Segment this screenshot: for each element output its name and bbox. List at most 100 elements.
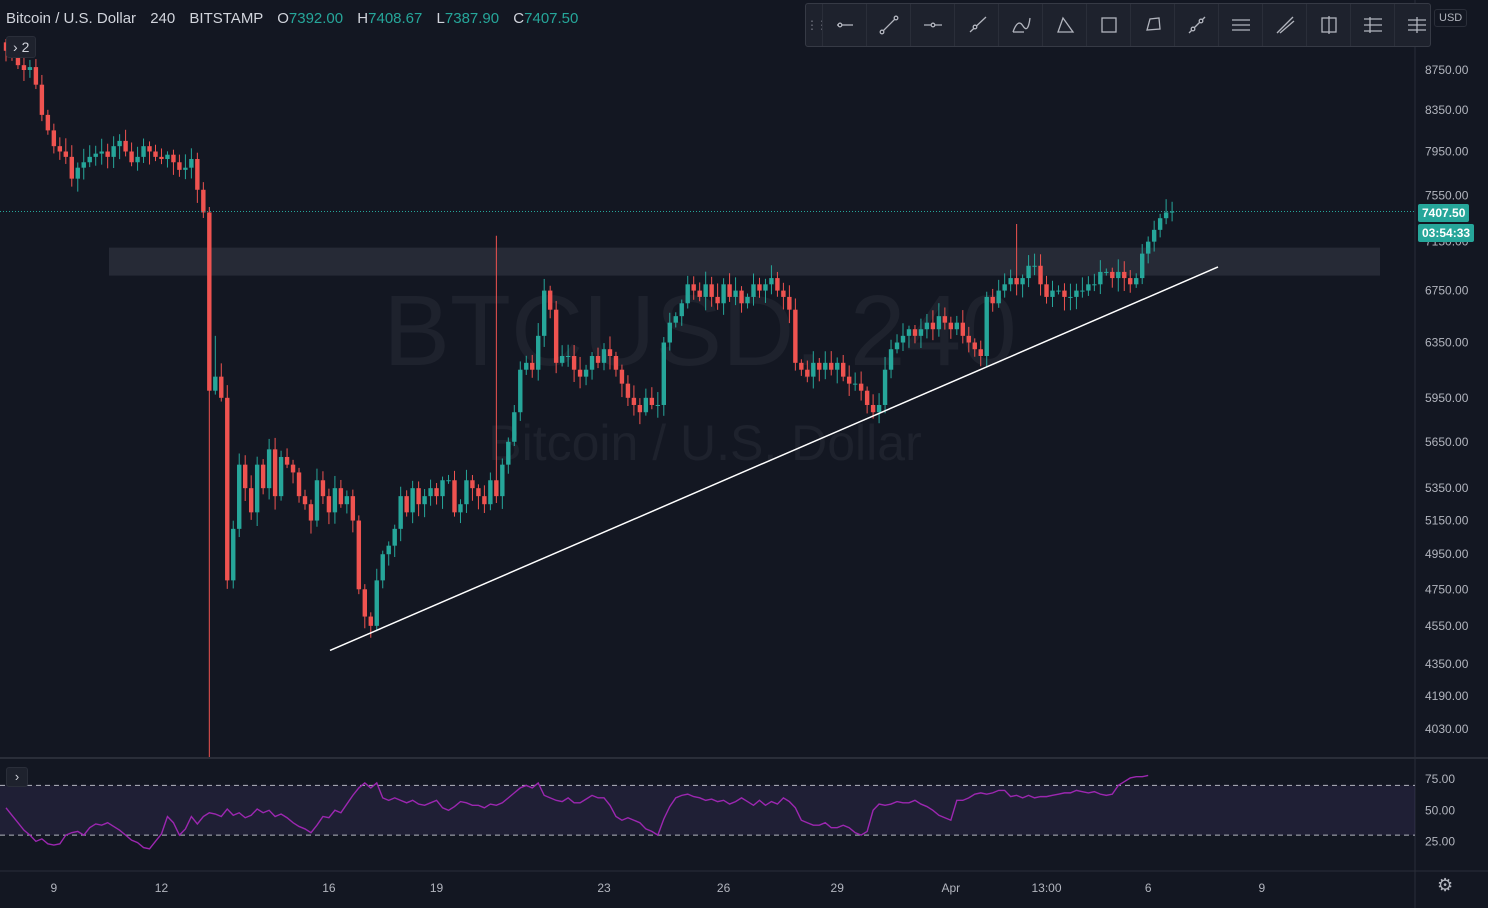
- price-axis-tick-label: 5350.00: [1425, 481, 1469, 495]
- rectangle-icon[interactable]: [1086, 4, 1130, 46]
- candle-body: [51, 130, 57, 147]
- candle-body: [1026, 265, 1031, 279]
- price-axis-tick-label: 4350.00: [1425, 657, 1469, 671]
- curve-icon[interactable]: [998, 4, 1042, 46]
- candle-body: [147, 146, 152, 152]
- candle-body: [314, 480, 320, 521]
- ohlc-high: H7408.67: [357, 10, 423, 27]
- rsi-expand-button[interactable]: ›: [6, 767, 28, 787]
- candle-body: [547, 290, 553, 310]
- rsi-axis-tick-label: 75.00: [1425, 772, 1455, 786]
- candle-body: [745, 296, 750, 304]
- candle-body: [817, 362, 822, 370]
- candle-body: [338, 488, 344, 505]
- candle-body: [123, 140, 128, 152]
- candle-body: [69, 156, 74, 179]
- candle-body: [45, 114, 51, 131]
- candle-body: [1169, 211, 1175, 213]
- candle-body: [422, 496, 427, 505]
- candle-body: [512, 412, 517, 442]
- candle-body: [1104, 271, 1109, 273]
- price-axis-tick-label: 7950.00: [1425, 145, 1469, 159]
- candle-body: [667, 322, 672, 343]
- candle-body: [1092, 284, 1097, 286]
- trend-angle-icon[interactable]: [1262, 4, 1306, 46]
- candle-body: [900, 335, 906, 343]
- candle-body: [829, 362, 834, 370]
- candle-body: [565, 356, 571, 358]
- candle-body: [1044, 284, 1049, 297]
- candle-body: [697, 290, 702, 297]
- candle-body: [948, 322, 954, 330]
- symbol-title[interactable]: Bitcoin / U.S. Dollar: [6, 10, 137, 27]
- parallel-channel-icon[interactable]: [1218, 4, 1262, 46]
- ohlc-low: L7387.90: [436, 10, 500, 27]
- horizontal-line-icon[interactable]: [910, 4, 954, 46]
- candle-body: [577, 369, 583, 377]
- candle-body: [39, 84, 45, 115]
- candle-body: [870, 404, 876, 413]
- candle-body: [446, 480, 451, 482]
- candle-body: [906, 329, 912, 336]
- candle-body: [165, 154, 170, 160]
- candle-body: [272, 449, 278, 497]
- indicators-collapse-button[interactable]: › 2: [6, 36, 37, 58]
- price-axis-tick-label: 5650.00: [1425, 435, 1469, 449]
- candle-body: [189, 159, 194, 168]
- candle-body: [1122, 271, 1127, 279]
- candle-body: [631, 397, 637, 405]
- gann-box-icon[interactable]: [1394, 4, 1438, 46]
- candle-body: [739, 290, 744, 304]
- triangle-pattern-icon[interactable]: [1042, 4, 1086, 46]
- polygon-icon[interactable]: [1130, 4, 1174, 46]
- settings-gear-icon[interactable]: ⚙: [1437, 875, 1454, 895]
- trend-line-icon[interactable]: [866, 4, 910, 46]
- time-axis-tick-label: 12: [155, 881, 169, 895]
- candle-body: [207, 212, 212, 391]
- ray-icon[interactable]: [954, 4, 998, 46]
- price-axis-tick-label: 8750.00: [1425, 63, 1469, 77]
- candle-body: [542, 290, 547, 336]
- time-axis-tick-label: 29: [831, 881, 845, 895]
- candle-body: [356, 520, 362, 590]
- candle-body: [1080, 290, 1085, 292]
- candle-body: [930, 322, 936, 330]
- candle-body: [518, 369, 523, 413]
- candle-body: [15, 55, 21, 66]
- candle-body: [380, 554, 385, 581]
- candle-body: [613, 356, 619, 370]
- candle-body: [954, 322, 960, 330]
- long-position-icon[interactable]: [1306, 4, 1350, 46]
- candle-body: [595, 356, 601, 363]
- candle-body: [757, 284, 762, 291]
- fib-retracement-icon[interactable]: [1350, 4, 1394, 46]
- candle-body: [601, 349, 607, 363]
- candle-body: [386, 545, 391, 555]
- candle-body: [571, 356, 577, 370]
- candle-body: [721, 284, 726, 304]
- candle-body: [404, 496, 409, 513]
- candle-body: [924, 322, 930, 330]
- currency-label[interactable]: USD: [1434, 9, 1468, 27]
- extended-line-icon[interactable]: [1174, 4, 1218, 46]
- price-axis-tick-label: 4190.00: [1425, 689, 1469, 703]
- candle-body: [3, 42, 9, 51]
- candle-body: [637, 404, 643, 413]
- candle-body: [1134, 278, 1139, 285]
- candle-body: [398, 496, 403, 529]
- chevron-right-icon: ›: [14, 769, 20, 784]
- candle-body: [266, 449, 272, 489]
- candle-body: [1074, 290, 1079, 297]
- horizontal-ray-icon[interactable]: [822, 4, 866, 46]
- candle-body: [1128, 278, 1133, 285]
- candle-body: [942, 316, 948, 323]
- interval-label[interactable]: 240: [150, 10, 176, 27]
- price-axis-tick-label: 4750.00: [1425, 582, 1469, 596]
- candle-body: [918, 329, 924, 336]
- candle-body: [536, 335, 541, 370]
- drag-handle-icon[interactable]: ⋮⋮: [806, 18, 828, 32]
- candle-body: [440, 480, 445, 497]
- candle-body: [894, 342, 900, 350]
- candle-body: [661, 342, 666, 405]
